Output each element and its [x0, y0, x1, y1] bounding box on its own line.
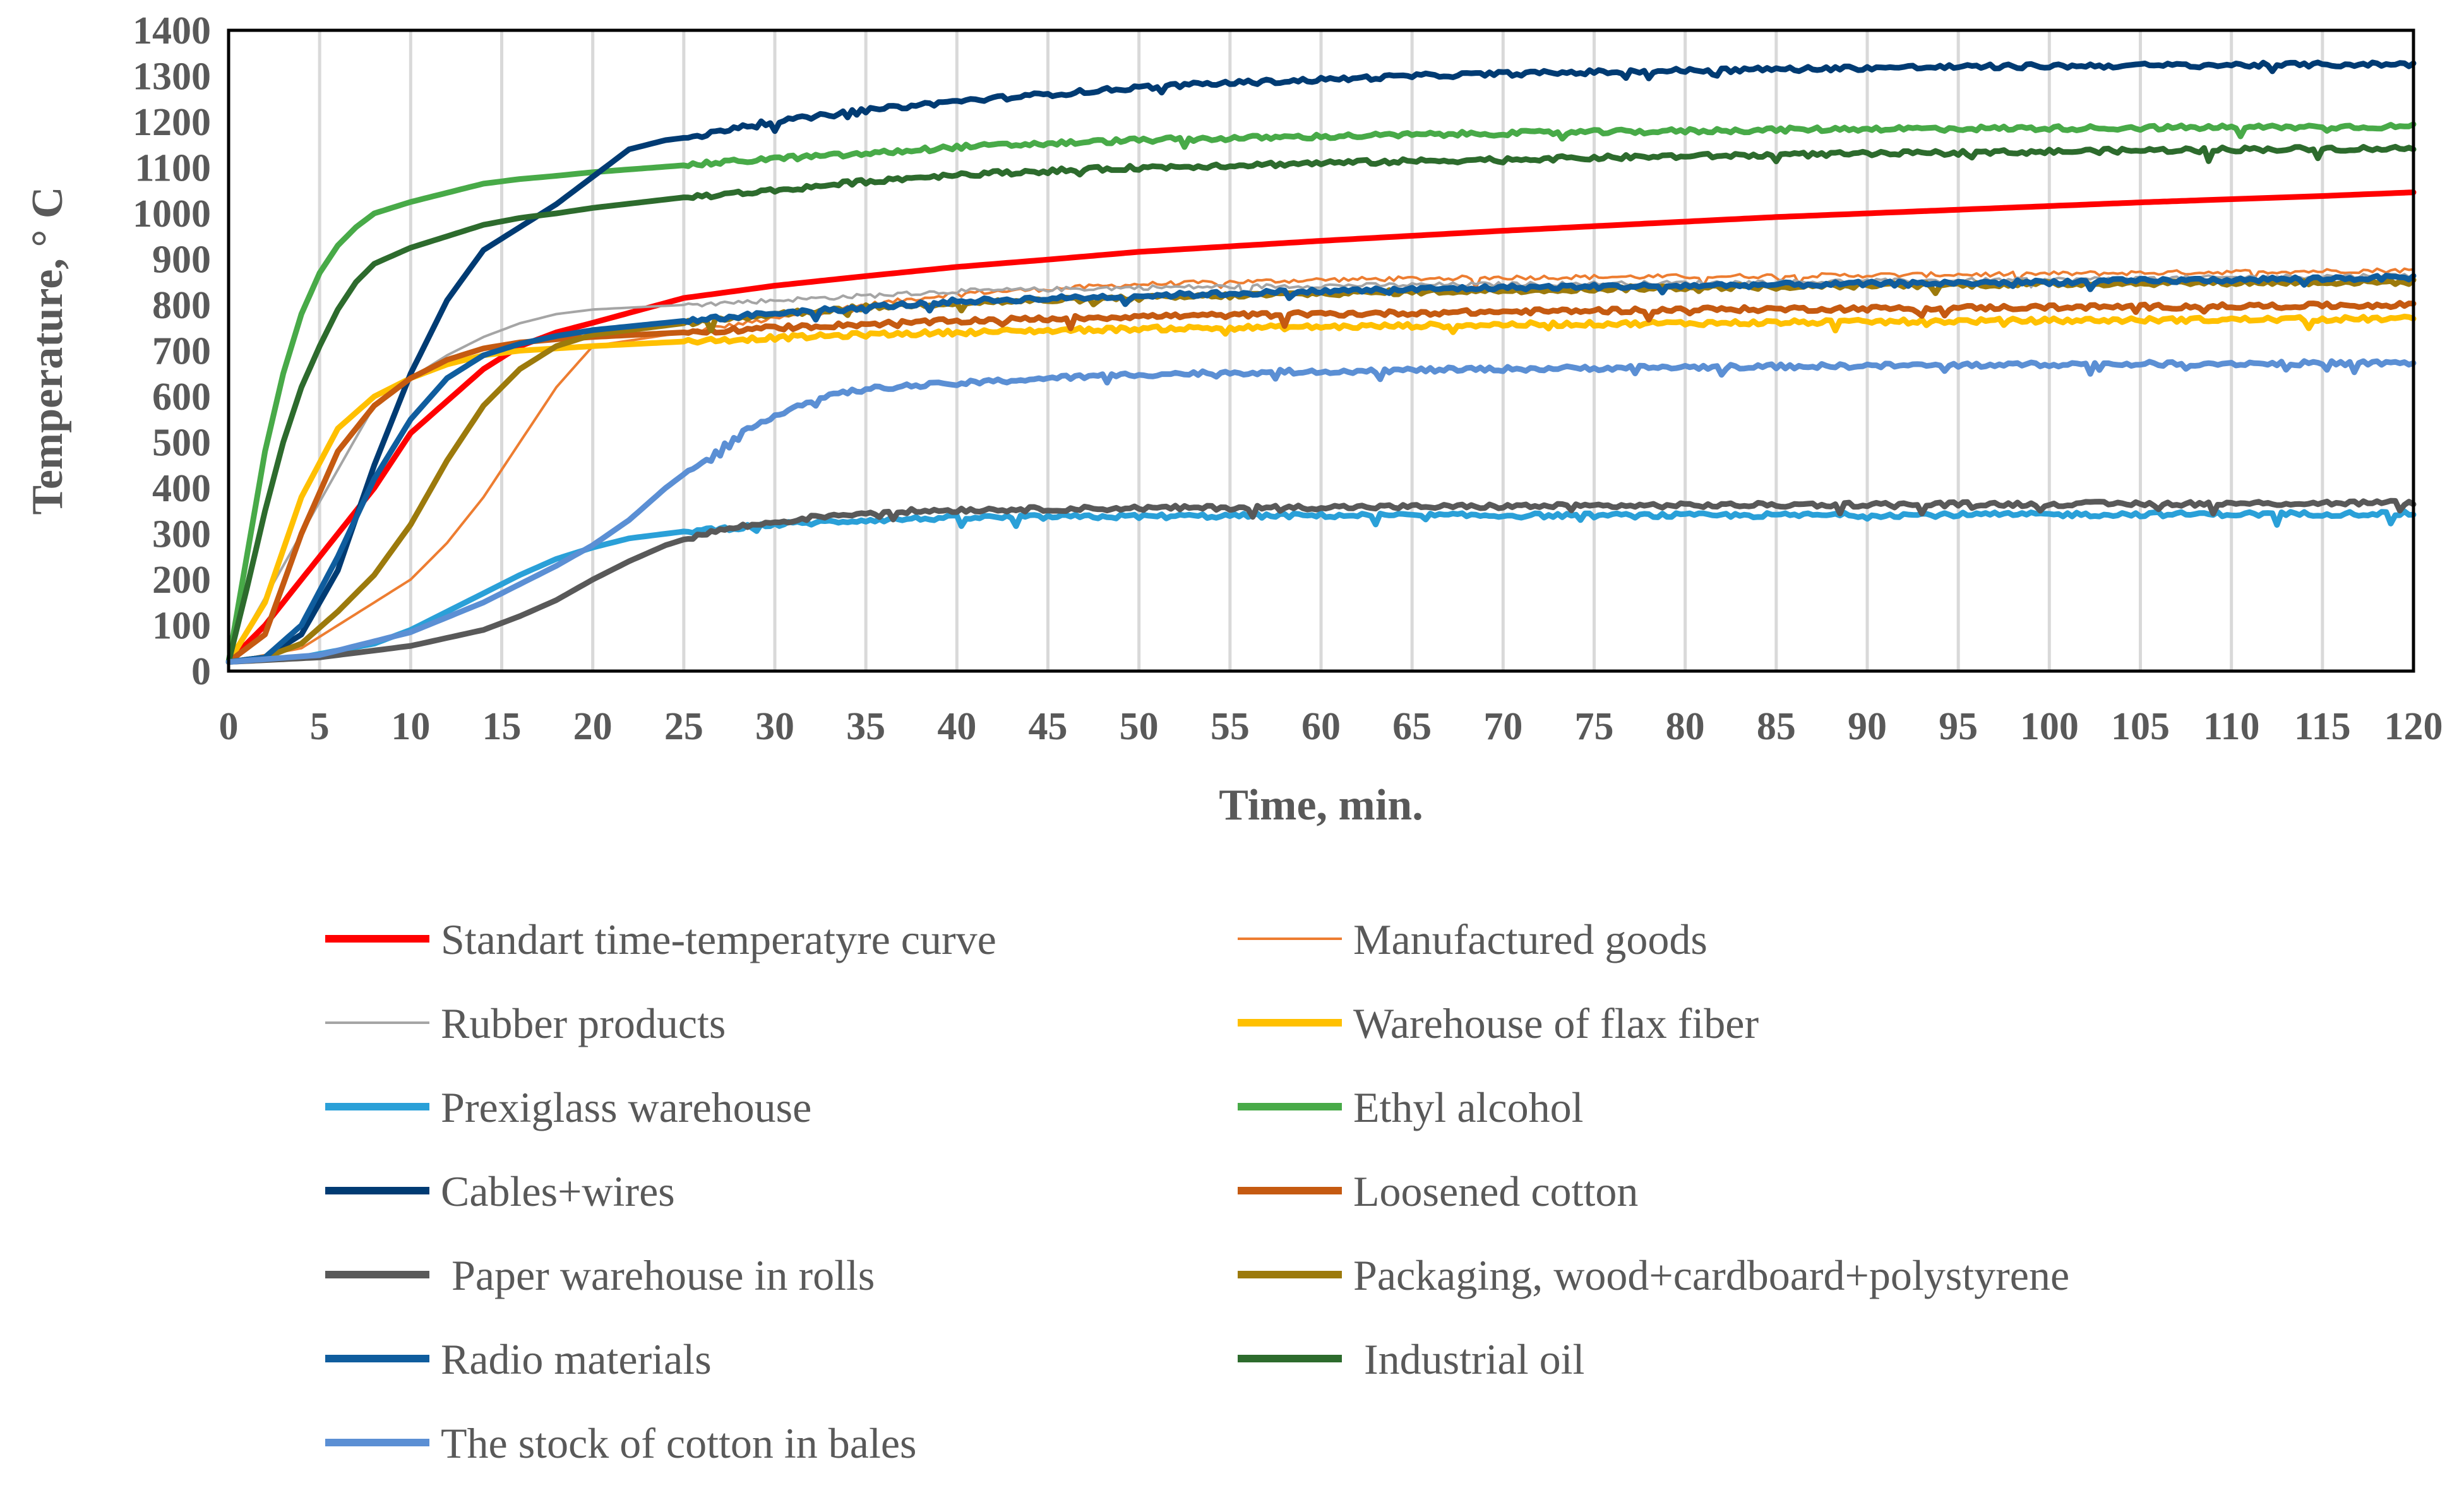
grid-lines [318, 30, 2324, 671]
y-axis-title: Temperature, ° C [23, 187, 72, 515]
x-tick-label: 65 [1392, 705, 1432, 748]
x-tick-label: 40 [937, 705, 976, 748]
x-tick-label: 5 [310, 705, 330, 748]
legend-item: Ethyl alcohol [1238, 1083, 1583, 1131]
x-tick-label: 90 [1848, 705, 1887, 748]
x-tick-label: 20 [573, 705, 613, 748]
series-line-0 [225, 189, 2417, 665]
legend-label: Industrial oil [1353, 1335, 1584, 1383]
legend-label: Warehouse of flax fiber [1353, 999, 1759, 1047]
series-line-3 [225, 313, 2417, 665]
series-line-5 [225, 121, 2417, 665]
x-tick-label: 0 [219, 705, 239, 748]
legend-label: Packaging, wood+cardboard+polystyrene [1353, 1251, 2069, 1299]
x-tick-label: 80 [1666, 705, 1705, 748]
y-tick-label: 600 [152, 376, 211, 419]
x-tick-label: 120 [2384, 705, 2443, 748]
x-tick-label: 35 [846, 705, 885, 748]
x-tick-label: 110 [2203, 705, 2260, 748]
y-tick-label: 1100 [135, 147, 211, 190]
legend-label: Prexiglass warehouse [441, 1083, 811, 1131]
y-tick-label: 700 [152, 330, 211, 373]
legend-item: Rubber products [325, 999, 726, 1047]
legend-label: Rubber products [441, 999, 726, 1047]
axis-tick-labels: 0 5 10 15 20 25 30 35 40 45 50 55 60 65 70 75 80 85 90 95 10… [133, 9, 2443, 748]
x-tick-label: 115 [2294, 705, 2351, 748]
y-tick-label: 300 [152, 513, 211, 556]
x-tick-label: 75 [1575, 705, 1614, 748]
x-tick-label: 55 [1211, 705, 1250, 748]
x-tick-label: 15 [482, 705, 522, 748]
series-line-11 [225, 143, 2417, 665]
legend-item: The stock of cotton in bales [325, 1419, 916, 1467]
legend-label: Ethyl alcohol [1353, 1083, 1583, 1131]
legend-label: Paper warehouse in rolls [441, 1251, 875, 1299]
x-tick-label: 100 [2020, 705, 2079, 748]
series-lines [225, 59, 2417, 665]
x-tick-label: 60 [1301, 705, 1341, 748]
x-tick-label: 85 [1757, 705, 1796, 748]
legend-item: Paper warehouse in rolls [325, 1251, 875, 1299]
x-tick-label: 10 [391, 705, 430, 748]
legend-label: Manufactured goods [1353, 915, 1707, 963]
x-tick-label: 95 [1939, 705, 1978, 748]
legend-label: Loosened cotton [1353, 1167, 1638, 1215]
legend-label: The stock of cotton in bales [441, 1419, 916, 1467]
legend-label: Radio materials [441, 1335, 712, 1383]
series-line-10 [225, 273, 2417, 665]
plot-frame [227, 28, 2415, 673]
legend-item: Warehouse of flax fiber [1238, 999, 1759, 1047]
x-tick-label: 30 [755, 705, 794, 748]
legend-item: Industrial oil [1238, 1335, 1584, 1383]
y-tick-label: 1200 [133, 101, 211, 144]
x-tick-label: 105 [2111, 705, 2170, 748]
y-tick-label: 200 [152, 559, 211, 602]
legend-item: Manufactured goods [1238, 915, 1707, 963]
legend-label: Standart time-temperatyre curve [441, 915, 996, 963]
legend: Standart time-temperatyre curve Manufactu… [325, 915, 2069, 1467]
legend-item: Loosened cotton [1238, 1167, 1638, 1215]
y-tick-label: 500 [152, 422, 211, 465]
y-tick-label: 800 [152, 284, 211, 327]
y-tick-label: 0 [191, 650, 211, 693]
x-axis-title: Time, min. [1219, 781, 1423, 830]
legend-item: Packaging, wood+cardboard+polystyrene [1238, 1251, 2069, 1299]
y-tick-label: 1000 [133, 193, 211, 235]
y-tick-label: 100 [152, 605, 211, 648]
y-tick-label: 900 [152, 239, 211, 282]
series-line-12 [225, 358, 2417, 665]
legend-item: Radio materials [325, 1335, 712, 1383]
series-line-6 [225, 59, 2417, 665]
y-tick-label: 1400 [133, 9, 211, 52]
y-tick-label: 1300 [133, 56, 211, 98]
legend-item: Prexiglass warehouse [325, 1083, 811, 1131]
x-tick-label: 25 [664, 705, 703, 748]
x-tick-label: 70 [1483, 705, 1522, 748]
legend-item: Standart time-temperatyre curve [325, 915, 996, 963]
legend-label: Cables+wires [441, 1167, 675, 1215]
series-line-8 [225, 497, 2417, 665]
legend-item: Cables+wires [325, 1167, 675, 1215]
x-tick-label: 50 [1120, 705, 1159, 748]
x-tick-label: 45 [1029, 705, 1068, 748]
y-tick-label: 400 [152, 467, 211, 510]
